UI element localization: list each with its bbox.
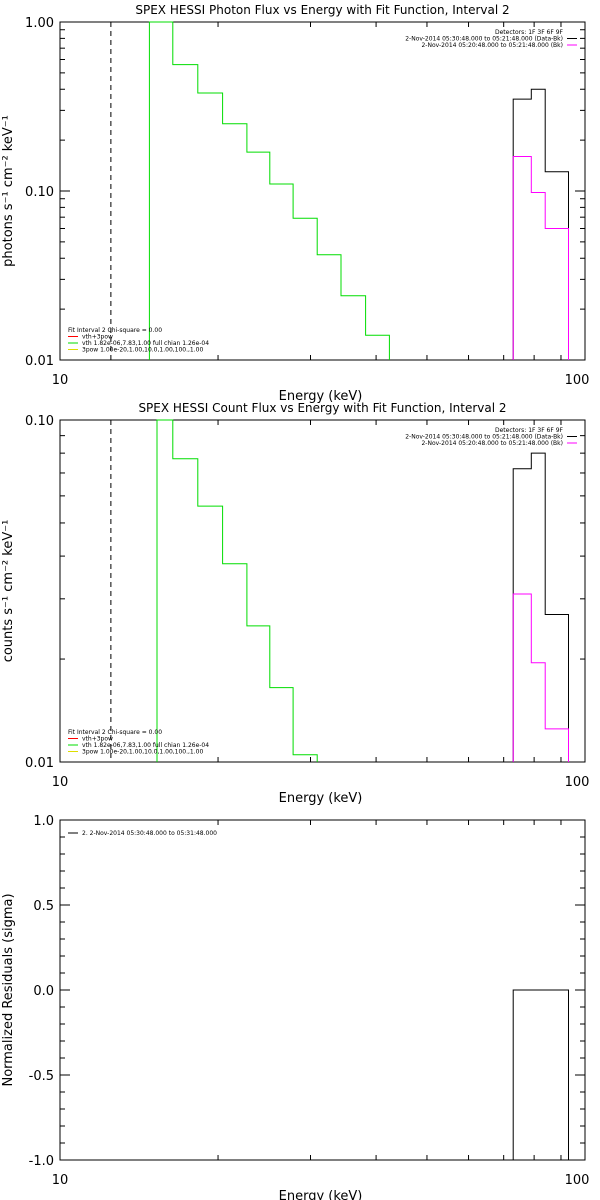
x-tick-label: 10 — [52, 373, 69, 388]
y-axis-label: Normalized Residuals (sigma) — [1, 893, 16, 1086]
legend-label: vth 1.82e-06,7.83,1.00 full chian 1.26e-… — [82, 340, 209, 347]
y-tick-label: 1.0 — [33, 814, 54, 829]
series-line-1 — [148, 21, 390, 360]
y-tick-label: 0.10 — [25, 414, 54, 429]
y-tick-label: 0.10 — [25, 185, 54, 200]
legend-label: Detectors: 1F 3F 6F 9F — [495, 427, 564, 434]
legend-label: 2. 2-Nov-2014 05:30:48.000 to 05:31:48.0… — [82, 830, 217, 837]
legend-label: vth+3pow — [82, 736, 113, 743]
chart-title: SPEX HESSI Photon Flux vs Energy with Fi… — [135, 3, 509, 17]
plot-frame — [59, 419, 586, 763]
x-tick-label: 10 — [52, 775, 69, 790]
plot-frame — [59, 819, 586, 1161]
chart-title: SPEX HESSI Count Flux vs Energy with Fit… — [138, 401, 506, 415]
legend-label: 2-Nov-2014 05:20:48.000 to 05:21:48.000 … — [421, 42, 563, 49]
legend-label: vth+3pow — [82, 334, 113, 341]
y-tick-label: 0.01 — [25, 354, 54, 369]
legend-label: Detectors: 1F 3F 6F 9F — [495, 29, 564, 36]
y-tick-label: 0.0 — [33, 984, 54, 999]
y-axis-label: photons s⁻¹ cm⁻² keV⁻¹ — [1, 115, 16, 267]
y-axis-label: counts s⁻¹ cm⁻² keV⁻¹ — [1, 520, 16, 663]
chart-panel-1: 10 100 1.00 0.10 0.01 SPEX HESSI Photon Flux … — [1, 3, 589, 404]
y-tick-label: 0.5 — [33, 899, 54, 914]
x-axis-label: Energy (keV) — [279, 791, 363, 806]
legend-label: 2-Nov-2014 05:30:48.000 to 05:21:48.000 … — [405, 434, 563, 441]
legend-label: Fit Interval 2 Chi-square = 0.00 — [68, 729, 162, 736]
y-tick-label: -0.5 — [29, 1069, 54, 1084]
x-axis-label: Energy (keV) — [279, 389, 363, 404]
x-tick-label: 100 — [565, 373, 590, 388]
series-line-1 — [156, 419, 318, 762]
x-tick-label: 10 — [52, 1173, 69, 1188]
chart-panel-2: 10 100 0.10 0.01 SPEX HESSI Count Flux vs En… — [1, 401, 589, 806]
x-tick-label: 100 — [565, 1173, 590, 1188]
series-line-2 — [512, 452, 569, 762]
series-line-3 — [512, 593, 569, 762]
series-line-1 — [512, 989, 569, 1160]
legend-label: Fit Interval 2 Chi-square = 0.00 — [68, 327, 162, 334]
series-line-2 — [512, 88, 569, 360]
legend-label: 3pow 1.00e-20,1.00,10.0,1.00,100.,1.00 — [82, 749, 203, 756]
plot-frame — [59, 21, 586, 361]
legend-label: 2-Nov-2014 05:30:48.000 to 05:21:48.000 … — [405, 36, 563, 43]
legend-label: vth 1.82e-06,7.83,1.00 full chian 1.26e-… — [82, 742, 209, 749]
legend-label: 3pow 1.00e-20,1.00,10.0,1.00,100.,1.00 — [82, 347, 203, 354]
y-tick-label: -1.0 — [29, 1154, 54, 1169]
y-tick-label: 1.00 — [25, 16, 54, 31]
x-axis-label: Energy (keV) — [279, 1189, 363, 1200]
legend-label: 2-Nov-2014 05:20:48.000 to 05:21:48.000 … — [421, 440, 563, 447]
y-tick-label: 0.01 — [25, 756, 54, 771]
x-tick-label: 100 — [565, 775, 590, 790]
series-line-3 — [512, 156, 569, 360]
chart-panel-3: 10 100 1.0 0.5 0.0 -0.5 -1.0 Energy (keV) Normal… — [1, 814, 589, 1200]
